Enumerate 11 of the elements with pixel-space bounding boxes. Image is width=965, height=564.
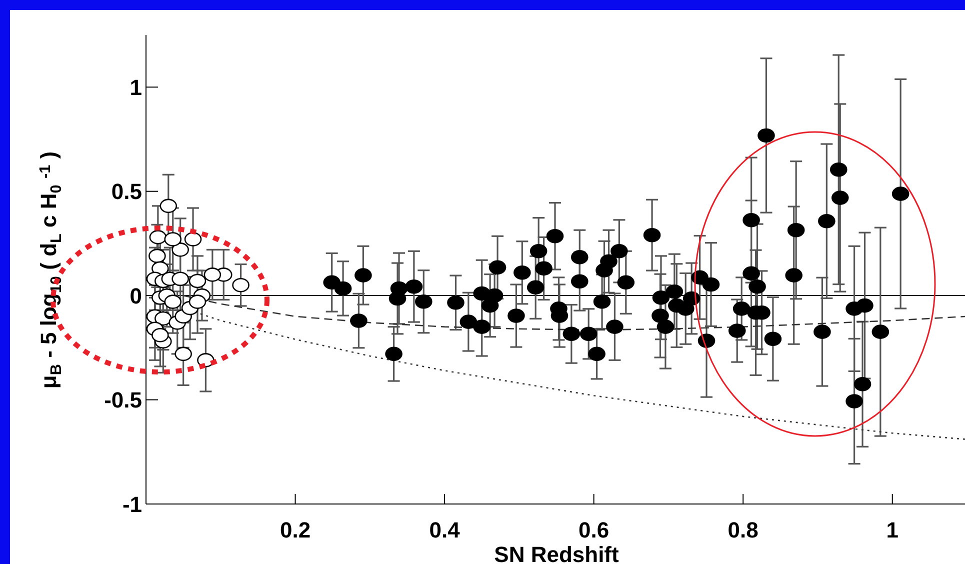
x-tick-label: 0.4	[429, 518, 461, 543]
y-tick-label: 0	[130, 283, 142, 308]
y-tick-label: 1	[130, 74, 142, 100]
x-tick-label: 0.6	[578, 518, 610, 543]
x-tick-label: 0.8	[728, 518, 758, 543]
x-tick-label: 1	[886, 518, 898, 543]
y-tick-label: -1	[122, 492, 142, 517]
x-tick-label: 0.2	[280, 518, 311, 543]
y-tick-label: 0.5	[111, 179, 142, 204]
x-axis-title: SN Redshift	[494, 542, 620, 564]
y-tick-label: -0.5	[104, 388, 142, 413]
